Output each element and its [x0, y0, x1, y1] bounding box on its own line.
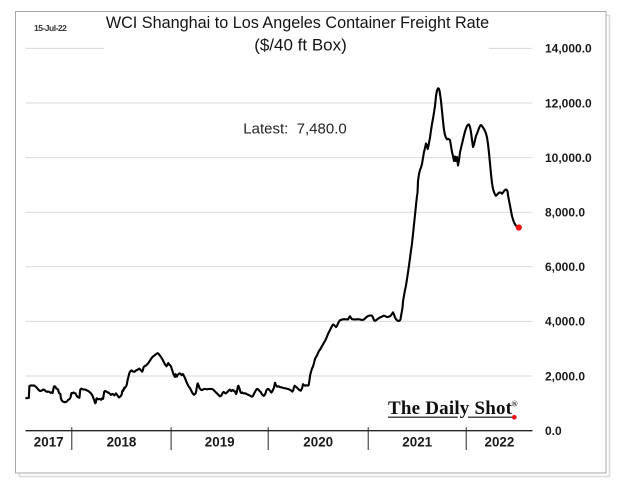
- svg-text:The Daily Shot: The Daily Shot: [388, 398, 513, 419]
- svg-text:®: ®: [512, 400, 518, 409]
- svg-text:4,000.0: 4,000.0: [545, 315, 585, 329]
- svg-text:2022: 2022: [485, 435, 515, 450]
- svg-text:10,000.0: 10,000.0: [545, 151, 592, 165]
- svg-text:2018: 2018: [107, 435, 137, 450]
- svg-text:2019: 2019: [205, 435, 235, 450]
- svg-text:8,000.0: 8,000.0: [545, 206, 585, 220]
- svg-text:15-Jul-22: 15-Jul-22: [34, 23, 67, 33]
- svg-text:0.0: 0.0: [545, 424, 562, 438]
- svg-text:Latest: 7,480.0: Latest: 7,480.0: [243, 121, 346, 138]
- svg-text:($/40 ft Box): ($/40 ft Box): [254, 36, 347, 55]
- svg-text:WCI Shanghai to Los Angeles Co: WCI Shanghai to Los Angeles Container Fr…: [106, 14, 489, 32]
- svg-text:6,000.0: 6,000.0: [545, 260, 585, 274]
- svg-text:2017: 2017: [34, 435, 64, 450]
- svg-text:2,000.0: 2,000.0: [545, 369, 585, 383]
- svg-text:12,000.0: 12,000.0: [545, 96, 592, 110]
- svg-text:14,000.0: 14,000.0: [545, 42, 592, 56]
- svg-text:2020: 2020: [303, 435, 333, 450]
- svg-text:2021: 2021: [402, 435, 432, 450]
